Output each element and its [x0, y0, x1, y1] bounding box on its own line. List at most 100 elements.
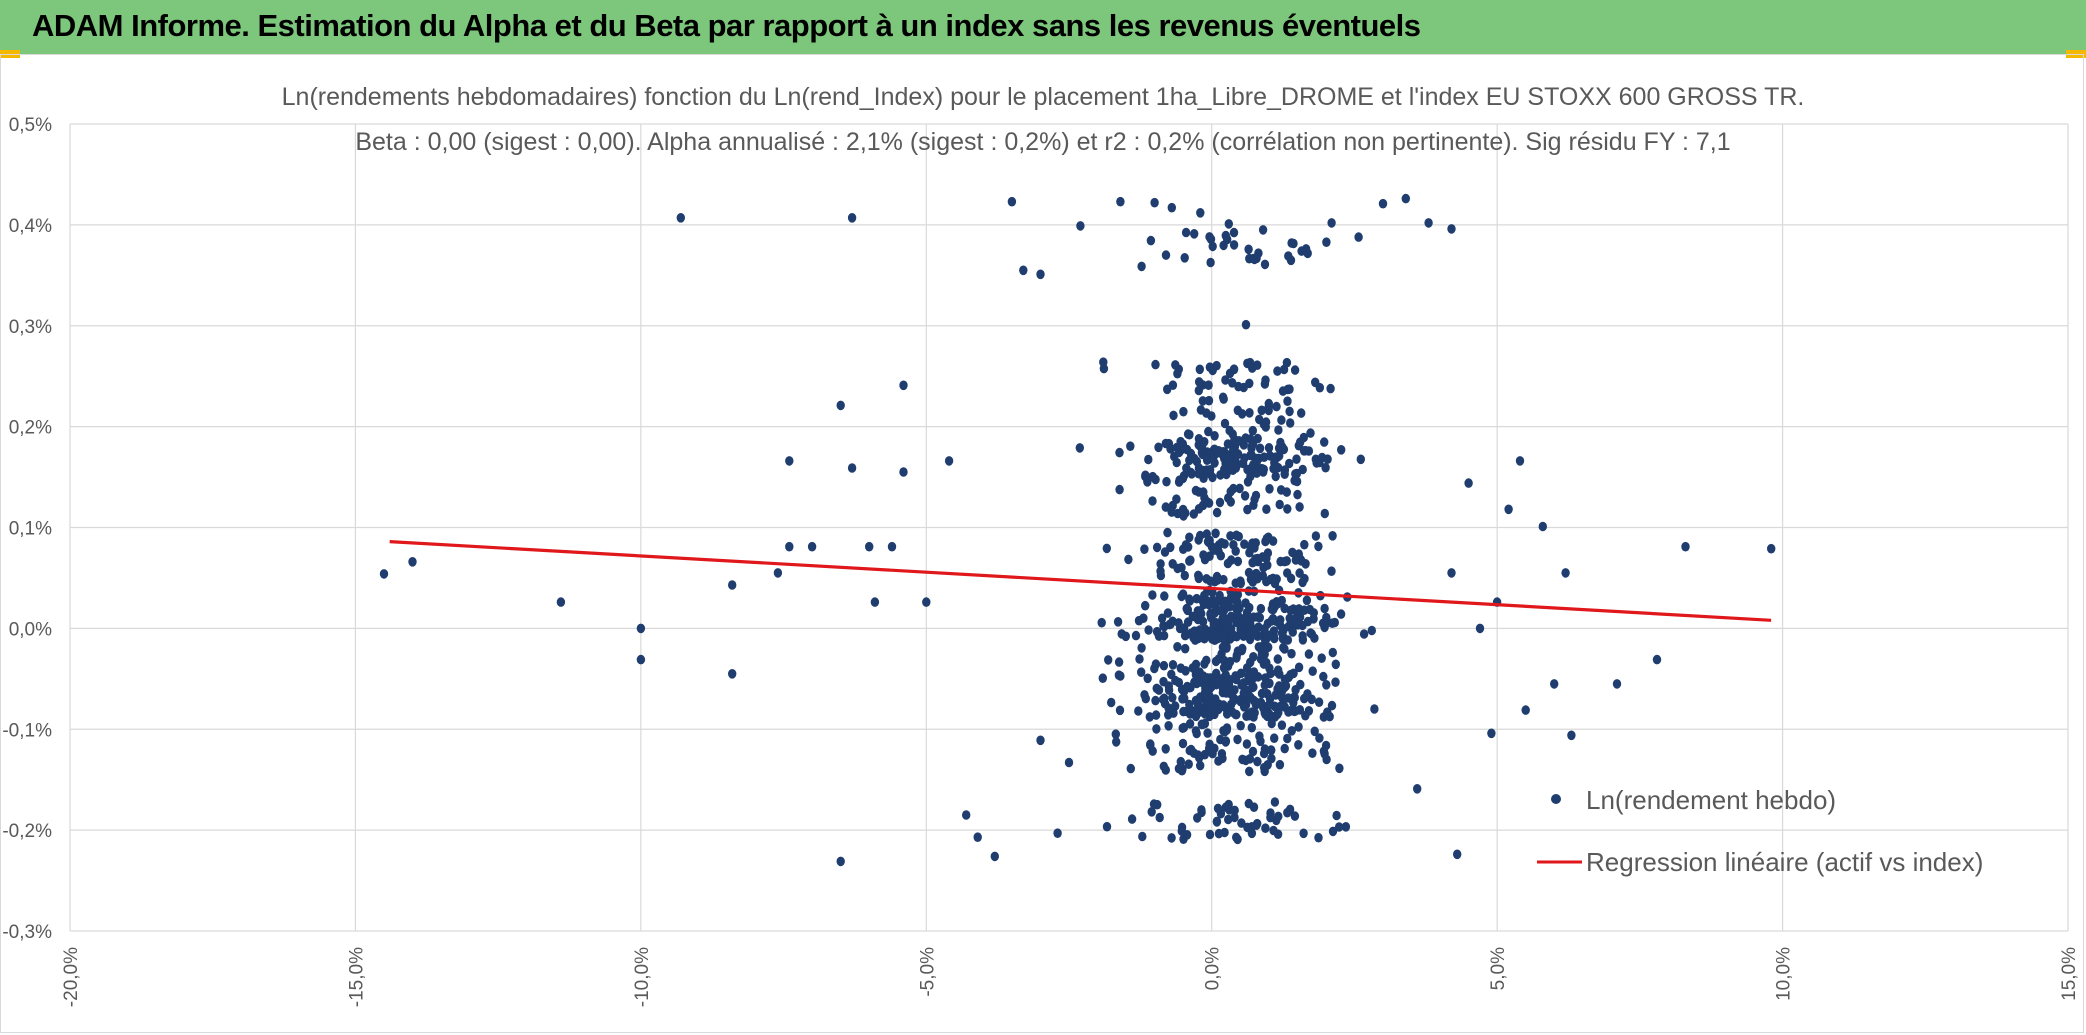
data-point: [1258, 225, 1268, 235]
data-point: [1173, 563, 1182, 574]
data-point: [1273, 654, 1283, 664]
data-point: [1335, 763, 1344, 774]
data-point: [1277, 720, 1287, 730]
data-point: [1272, 401, 1281, 412]
data-point: [1612, 679, 1622, 689]
data-point: [1267, 616, 1276, 626]
data-point: [1150, 197, 1159, 208]
data-point: [1299, 446, 1309, 456]
data-point: [1288, 627, 1298, 637]
data-point: [1294, 722, 1303, 732]
data-point: [1159, 660, 1169, 671]
page-title: ADAM Informe. Estimation du Alpha et du …: [32, 8, 1421, 43]
data-point: [1320, 437, 1329, 447]
x-tick-label: -20,0%: [61, 947, 82, 1007]
data-point: [785, 541, 794, 552]
data-point: [1515, 456, 1525, 466]
data-point: [1321, 462, 1330, 473]
data-point: [1167, 833, 1176, 843]
data-point: [1252, 568, 1261, 579]
data-point: [1223, 439, 1233, 449]
data-point: [1224, 615, 1233, 625]
data-point: [1208, 241, 1217, 252]
data-point: [1137, 261, 1146, 272]
data-point: [1204, 395, 1214, 406]
data-point: [1213, 575, 1222, 585]
data-point: [1277, 595, 1287, 606]
data-point: [1221, 375, 1230, 385]
data-point: [1220, 418, 1230, 429]
data-point: [1163, 384, 1172, 395]
data-point: [1297, 408, 1306, 418]
data-point: [1144, 625, 1153, 635]
data-point: [1285, 384, 1294, 395]
data-point: [1328, 826, 1338, 837]
data-point: [1151, 659, 1161, 669]
data-point: [899, 467, 908, 477]
data-point: [1143, 673, 1152, 684]
chart-frame: [0, 54, 2084, 1033]
data-point: [1204, 498, 1214, 508]
data-point: [1280, 603, 1289, 614]
data-point: [1280, 469, 1289, 480]
data-point: [1306, 428, 1315, 438]
data-point: [1226, 497, 1236, 507]
data-point: [1190, 229, 1199, 239]
data-point: [1253, 612, 1262, 622]
data-point: [1230, 812, 1239, 823]
data-point: [1206, 673, 1215, 683]
data-point: [1266, 812, 1275, 823]
data-point: [1475, 623, 1485, 634]
data-point: [1200, 590, 1209, 601]
data-point: [1166, 619, 1175, 629]
data-point: [1205, 829, 1215, 840]
data-point: [1146, 740, 1155, 750]
data-point: [1242, 607, 1252, 618]
data-point: [1206, 234, 1216, 244]
data-point: [1193, 606, 1203, 616]
data-point: [1212, 816, 1222, 827]
data-point: [1194, 573, 1204, 584]
legend-label-regression: Regression linéaire (actif vs index): [1586, 847, 1983, 877]
data-point: [1075, 443, 1085, 453]
data-point: [1124, 554, 1133, 565]
data-point: [1102, 821, 1112, 832]
data-point: [1251, 554, 1260, 564]
data-point: [1225, 675, 1235, 685]
data-point: [1290, 706, 1299, 717]
data-point: [1177, 684, 1187, 695]
data-point: [1036, 269, 1045, 280]
data-point: [1285, 458, 1294, 469]
data-point: [1226, 531, 1235, 541]
data-point: [1267, 745, 1276, 756]
data-point: [1126, 441, 1135, 452]
data-point: [1007, 196, 1017, 207]
data-point: [1232, 597, 1242, 607]
data-point: [1243, 504, 1252, 515]
data-point: [1241, 598, 1250, 608]
data-point: [1260, 762, 1269, 773]
data-point: [1253, 360, 1262, 371]
data-point: [785, 456, 794, 466]
data-point: [1296, 679, 1305, 690]
data-point: [1265, 484, 1274, 494]
data-point: [1550, 679, 1559, 689]
data-point: [1303, 248, 1312, 259]
data-point: [1218, 753, 1227, 764]
data-point: [1275, 759, 1285, 770]
data-point: [1164, 681, 1174, 691]
data-point: [1255, 443, 1265, 454]
data-point: [1194, 694, 1203, 705]
data-point: [1359, 629, 1369, 639]
data-point: [1292, 454, 1301, 465]
data-point: [1321, 740, 1331, 751]
data-point: [556, 597, 566, 607]
data-point: [1172, 457, 1181, 468]
data-point: [1245, 634, 1255, 645]
data-point: [1104, 655, 1113, 665]
data-point: [836, 856, 845, 867]
data-point: [1274, 681, 1284, 691]
data-point: [1148, 590, 1157, 600]
data-point: [1183, 617, 1193, 627]
data-point: [1244, 798, 1254, 809]
